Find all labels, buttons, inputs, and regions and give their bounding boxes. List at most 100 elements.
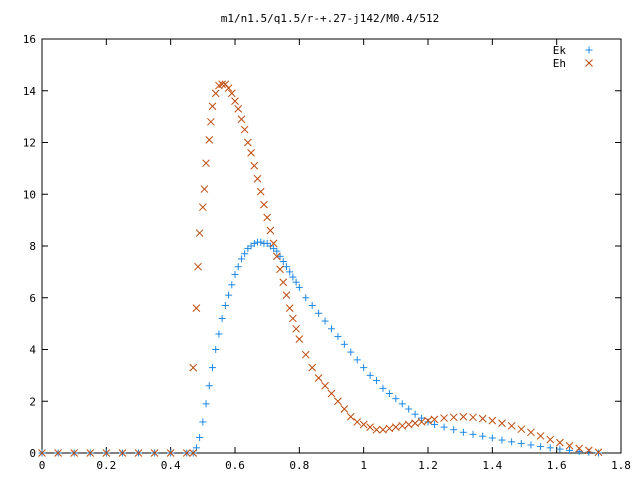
data-point xyxy=(334,397,342,406)
marker-stroke xyxy=(327,389,336,398)
data-point xyxy=(537,443,545,451)
y-tick-label: 4 xyxy=(29,344,36,357)
marker-stroke xyxy=(263,213,272,222)
data-point xyxy=(282,291,291,300)
data-point xyxy=(207,117,215,126)
marker-stroke xyxy=(38,449,46,457)
series-ek xyxy=(38,238,602,457)
data-point xyxy=(353,356,361,364)
marker-stroke xyxy=(340,405,349,413)
data-point xyxy=(321,381,329,390)
data-point xyxy=(195,229,204,237)
data-point xyxy=(292,278,300,286)
data-point xyxy=(253,174,262,183)
marker-stroke xyxy=(198,203,207,212)
data-point xyxy=(430,415,439,424)
data-point xyxy=(440,414,448,422)
marker-stroke xyxy=(266,226,275,235)
marker-stroke xyxy=(234,105,243,113)
series-eh xyxy=(38,80,603,457)
marker-stroke xyxy=(260,200,268,209)
data-point xyxy=(118,449,127,457)
data-point xyxy=(459,428,467,436)
data-point xyxy=(228,281,236,289)
data-point xyxy=(250,239,258,247)
marker-stroke xyxy=(200,185,209,193)
marker-stroke xyxy=(189,449,198,457)
marker-stroke xyxy=(285,304,294,312)
marker-stroke xyxy=(321,381,329,390)
marker-stroke xyxy=(507,421,516,430)
data-point xyxy=(379,384,387,392)
marker-stroke xyxy=(282,291,291,300)
x-axis: 0 0.2 0.4 0.6 0.8 1 1.2 1.4 1.6 1.8 xyxy=(39,39,631,472)
x-tick-label: 1 xyxy=(360,459,367,472)
data-point xyxy=(215,330,223,338)
data-point xyxy=(231,97,239,105)
data-point xyxy=(134,449,143,457)
data-point xyxy=(411,410,419,418)
marker-stroke xyxy=(430,415,439,424)
marker-stroke xyxy=(517,425,526,434)
marker-stroke xyxy=(221,80,230,89)
marker-stroke xyxy=(247,148,255,157)
data-point xyxy=(231,270,239,278)
marker-stroke xyxy=(584,446,593,455)
data-point xyxy=(353,418,362,426)
legend-label: Ek xyxy=(553,44,567,57)
data-point xyxy=(202,159,210,168)
data-point xyxy=(449,413,458,422)
data-point xyxy=(366,423,374,431)
data-point xyxy=(276,265,284,274)
marker-stroke xyxy=(244,138,252,147)
data-point xyxy=(292,324,300,333)
x-tick-label: 0.2 xyxy=(96,459,116,472)
marker-stroke xyxy=(224,84,233,93)
marker-stroke xyxy=(353,418,362,426)
data-point xyxy=(218,80,226,89)
legend-marker xyxy=(585,46,593,54)
data-point xyxy=(479,432,487,440)
data-point xyxy=(295,283,303,291)
marker-stroke xyxy=(231,97,239,105)
data-point xyxy=(508,438,516,446)
marker-stroke xyxy=(398,421,407,430)
data-point xyxy=(86,449,95,457)
y-tick-label: 12 xyxy=(23,137,36,150)
data-point xyxy=(166,449,175,457)
marker-stroke xyxy=(256,187,265,196)
data-point xyxy=(237,255,245,263)
data-point xyxy=(404,420,413,429)
data-point xyxy=(340,405,349,413)
data-point xyxy=(556,438,564,447)
x-tick-label: 0.4 xyxy=(161,459,181,472)
marker-stroke xyxy=(279,278,288,287)
x-tick-label: 0 xyxy=(39,459,46,472)
data-point xyxy=(285,304,294,312)
marker-stroke xyxy=(334,397,342,406)
marker-stroke xyxy=(70,449,79,457)
data-point xyxy=(398,421,407,430)
x-tick-label: 0.6 xyxy=(225,459,245,472)
data-point xyxy=(205,136,214,144)
data-point xyxy=(527,428,535,437)
data-point xyxy=(198,203,207,212)
data-point xyxy=(372,425,381,434)
data-point xyxy=(334,333,342,341)
data-point xyxy=(379,425,387,434)
data-point xyxy=(196,433,204,441)
series-layer xyxy=(38,80,603,457)
data-point xyxy=(507,421,516,430)
marker-stroke xyxy=(379,425,387,434)
data-point xyxy=(430,421,438,429)
data-point xyxy=(385,424,394,433)
x-tick-label: 1.8 xyxy=(611,459,631,472)
data-point xyxy=(269,239,278,248)
data-point xyxy=(346,412,355,421)
data-point xyxy=(385,389,393,397)
data-point xyxy=(314,374,323,382)
data-point xyxy=(273,247,281,255)
marker-stroke xyxy=(195,229,204,237)
data-point xyxy=(418,414,426,422)
